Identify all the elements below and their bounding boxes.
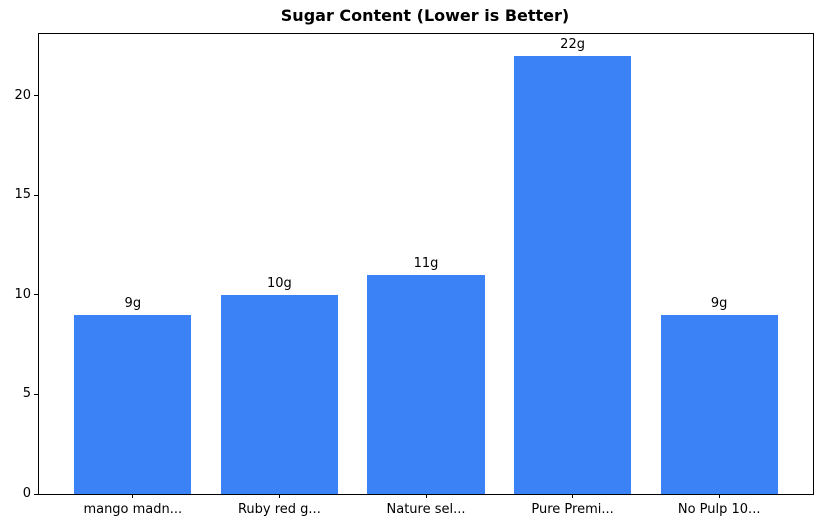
y-axis-tick-label: 0 bbox=[22, 486, 31, 501]
y-axis-tick bbox=[34, 95, 38, 97]
y-axis-tick bbox=[34, 393, 38, 395]
x-axis-tick bbox=[718, 494, 720, 498]
bar bbox=[367, 274, 485, 494]
x-axis-tick bbox=[425, 494, 427, 498]
bar-value-label: 9g bbox=[124, 295, 142, 311]
x-axis-tick-label: mango madn... bbox=[83, 502, 183, 517]
y-axis-tick bbox=[34, 194, 38, 196]
x-axis-tick-label: Pure Premi... bbox=[531, 502, 614, 517]
x-axis-tick-label: Nature sel... bbox=[386, 502, 466, 517]
x-axis-tick bbox=[572, 494, 574, 498]
y-axis-tick-label: 15 bbox=[14, 187, 31, 203]
y-axis-tick-label: 10 bbox=[14, 286, 31, 302]
x-axis-tick-label: No Pulp 10... bbox=[677, 502, 761, 517]
plot-area: 9g mango madn... 10g Ruby red g... 11g Nature… bbox=[14, 33, 814, 517]
y-axis-tick bbox=[34, 493, 38, 495]
bar bbox=[220, 294, 339, 494]
bar bbox=[513, 55, 632, 494]
x-axis-tick-label: Ruby red g... bbox=[237, 502, 321, 517]
bar bbox=[660, 314, 778, 494]
y-axis-tick bbox=[34, 294, 38, 296]
y-axis-tick-label: 20 bbox=[14, 87, 31, 103]
bar-value-label: 22g bbox=[560, 36, 585, 52]
bar-value-label: 9g bbox=[710, 295, 728, 311]
x-axis-tick bbox=[278, 494, 280, 498]
bar-value-label: 10g bbox=[267, 275, 292, 291]
bar-value-label: 11g bbox=[413, 255, 439, 271]
y-axis-tick-label: 5 bbox=[22, 386, 31, 402]
x-axis-tick bbox=[132, 494, 134, 498]
bar bbox=[74, 314, 192, 494]
chart-title: Sugar Content (Lower is Better) bbox=[280, 6, 570, 25]
